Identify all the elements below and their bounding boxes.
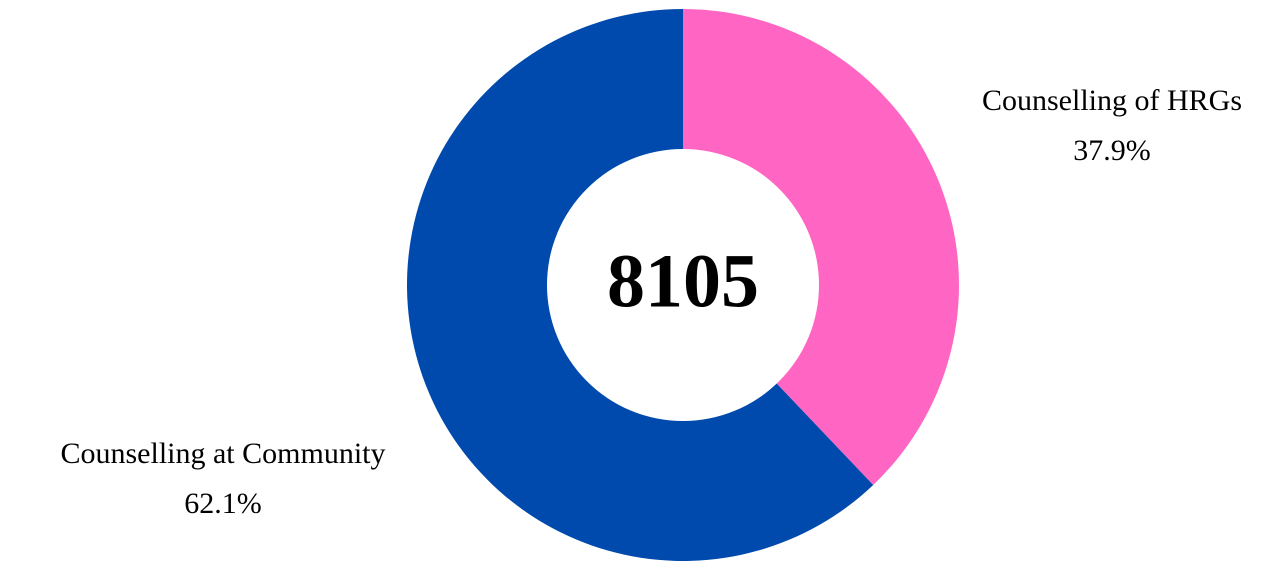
donut-hole: [547, 149, 819, 421]
slice-value-counselling-at-community: 62.1%: [184, 487, 262, 520]
donut-slice-counselling-of-hrgs: [683, 9, 960, 485]
slice-value-counselling-of-hrgs: 37.9%: [1073, 134, 1151, 167]
slice-label-counselling-at-community: Counselling at Community: [60, 437, 385, 470]
center-total-value: 8105: [607, 239, 759, 323]
slice-label-counselling-of-hrgs: Counselling of HRGs: [982, 84, 1242, 117]
